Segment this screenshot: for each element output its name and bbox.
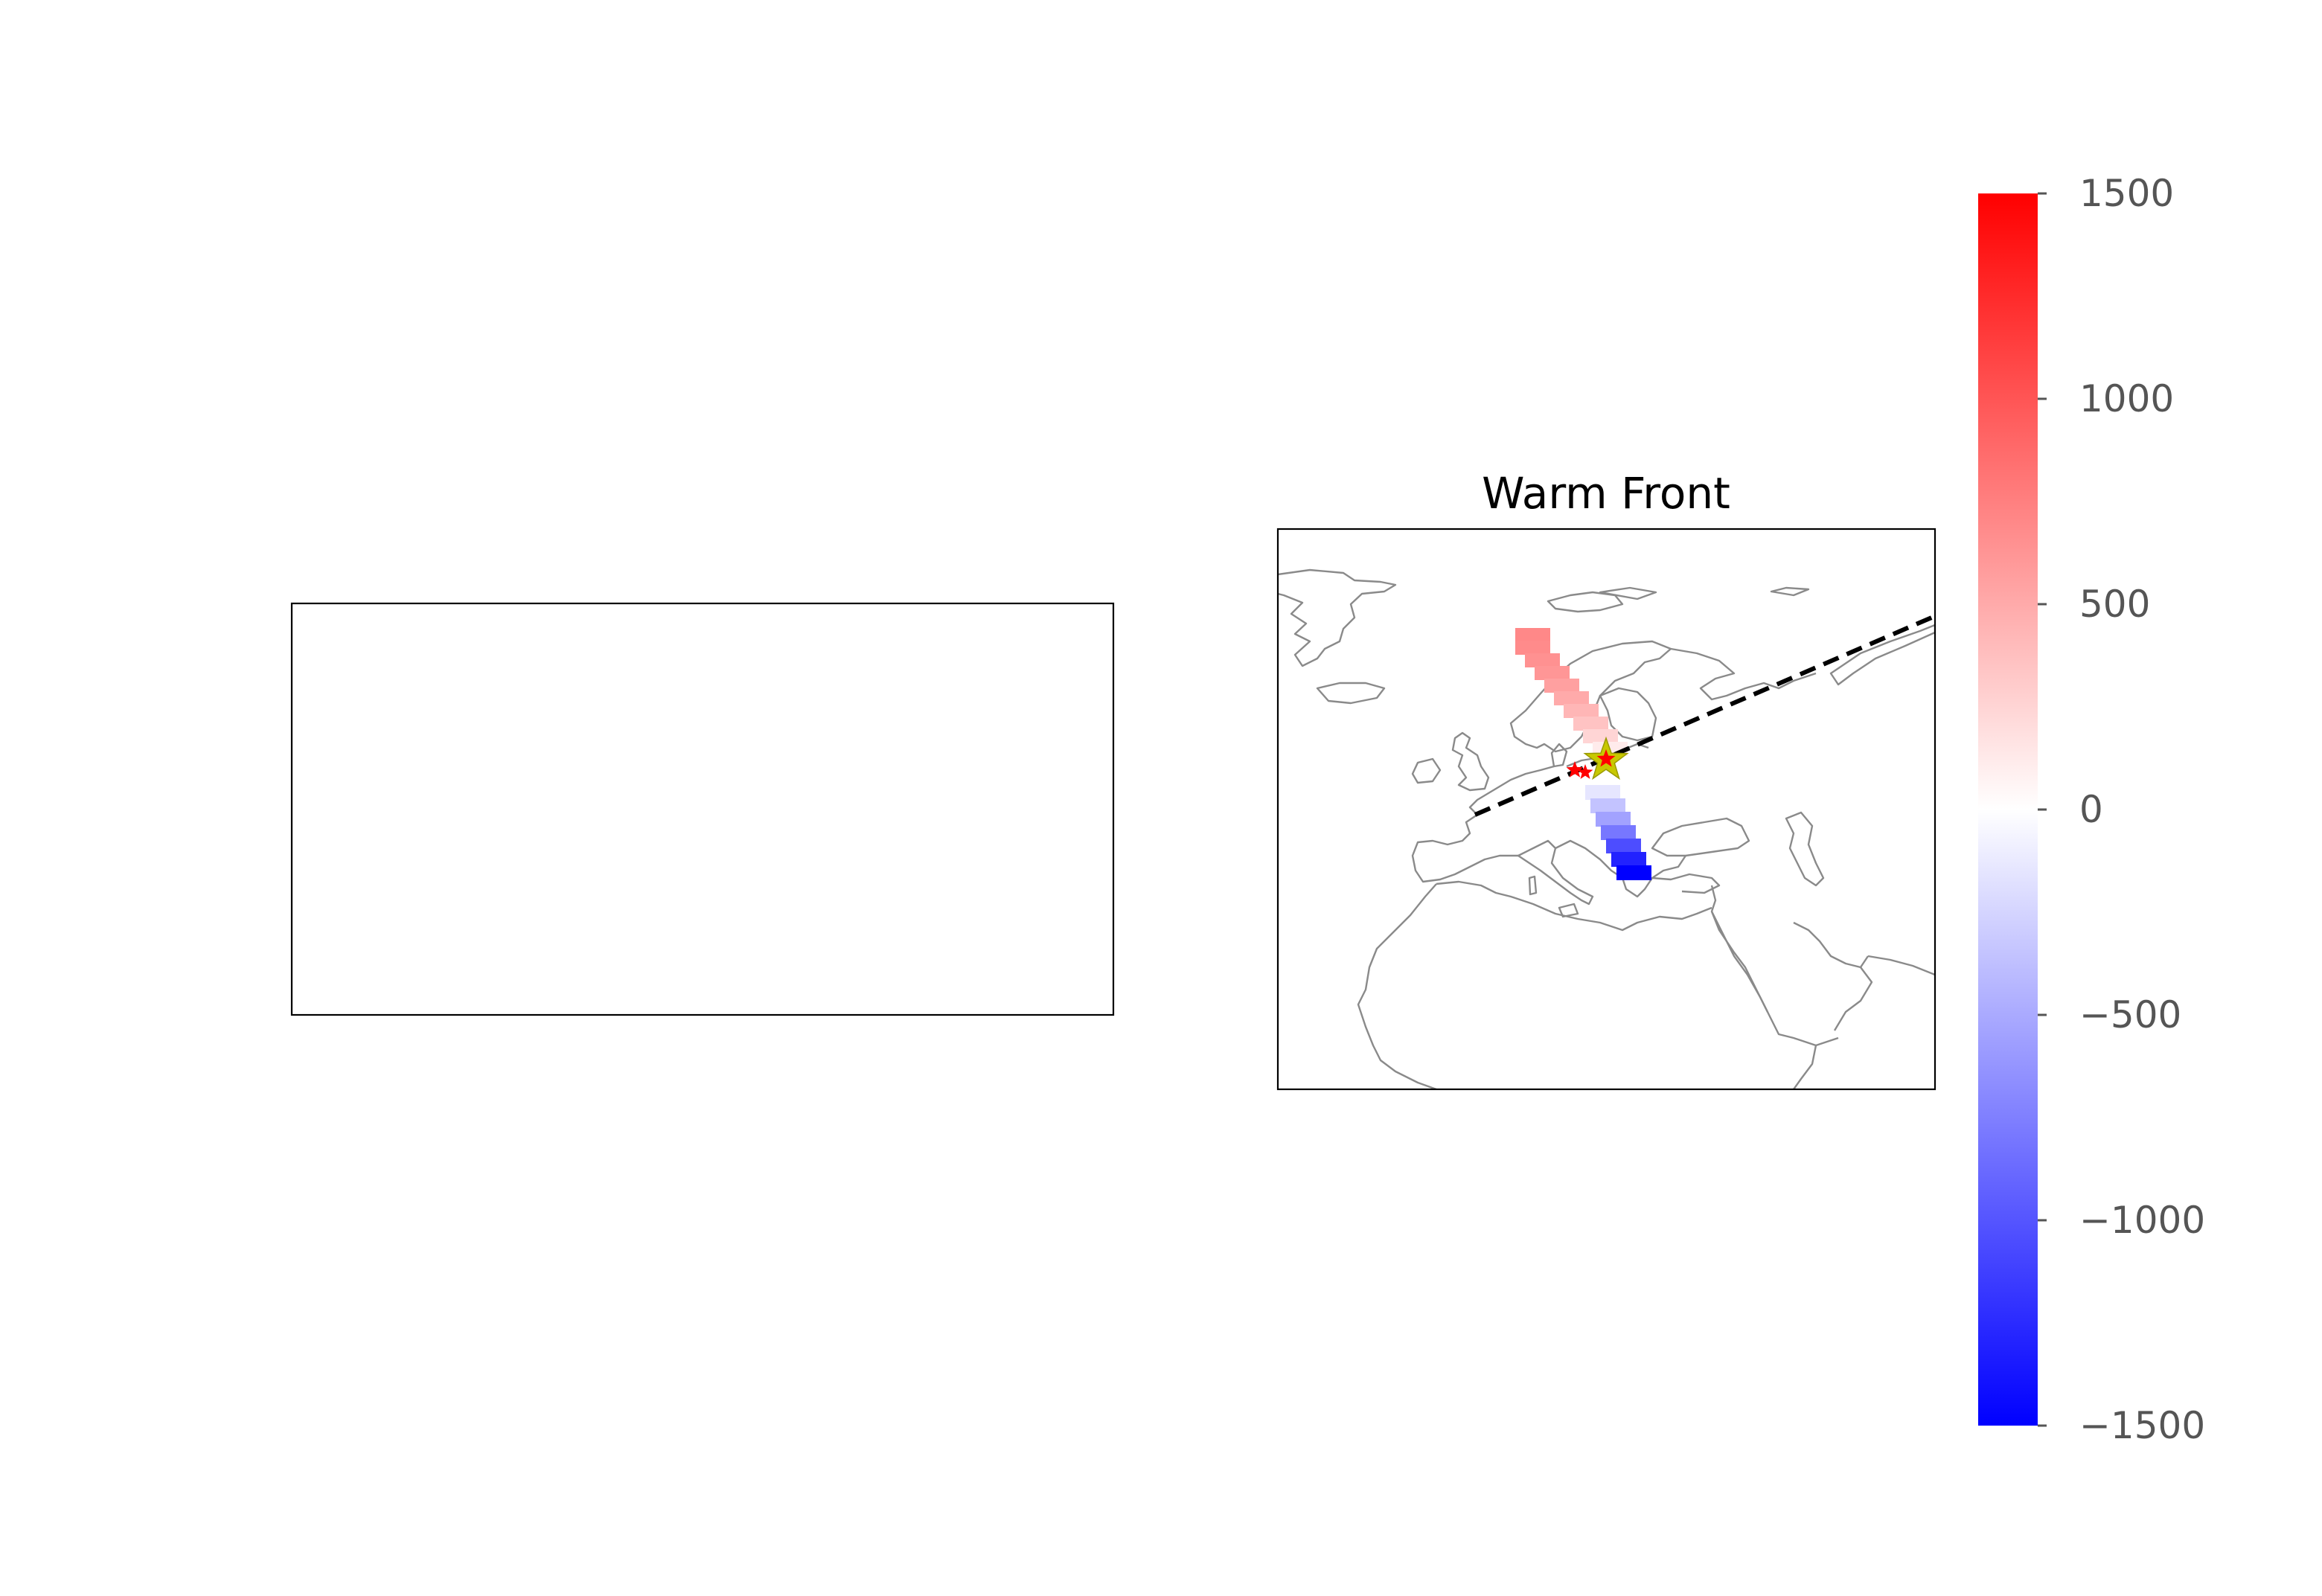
colorbar-tick-label: 1500 <box>2079 172 2174 215</box>
small-star-marker <box>1577 764 1593 779</box>
coastline-north-africa <box>1357 883 1437 1089</box>
heatmap-cell <box>1569 691 1589 705</box>
right-map-title: Warm Front <box>1482 468 1730 519</box>
star-markers <box>1566 736 1629 781</box>
coastline-finland <box>1599 687 1657 742</box>
heatmap-cell <box>1588 717 1608 731</box>
coastline-iceland <box>1316 682 1386 705</box>
coastline-mediterranean-africa <box>1436 880 1712 932</box>
heatmap-cell <box>1598 729 1618 743</box>
colorbar-tick-label: 0 <box>2079 788 2103 831</box>
warm-front-line <box>1474 614 1936 817</box>
left-map-frame <box>290 602 1115 1016</box>
coastline-western-europe <box>1411 765 1555 883</box>
colorbar-ticks: 1500 1000 500 0 −500 −1000 −1500 <box>2038 172 2205 1447</box>
colorbar-tick-label: −500 <box>2079 993 2181 1036</box>
heatmap-cell <box>1605 798 1625 813</box>
coastline-iran <box>1867 955 1935 976</box>
coastline-great-britain <box>1451 731 1490 792</box>
coastline-denmark <box>1550 743 1568 768</box>
coastline-greenland <box>1278 568 1397 667</box>
coastline-franz-josef <box>1770 586 1810 597</box>
coastline-east-africa <box>1793 1045 1817 1089</box>
heatmap-cell <box>1631 865 1651 880</box>
coastline-svalbard <box>1547 591 1624 613</box>
coastline-black-sea <box>1651 817 1750 857</box>
heatmap-cells-south <box>1585 785 1651 880</box>
small-star-marker <box>1566 761 1584 778</box>
coastline-balkans <box>1555 839 1686 898</box>
coastline-arctic-island <box>1599 586 1657 600</box>
coastline-middle-east <box>1710 885 1839 1047</box>
heatmap-cell <box>1600 785 1620 800</box>
coastline-sardinia <box>1528 875 1538 896</box>
coastline-kola <box>1670 647 1817 701</box>
colorbar-gradient <box>1978 193 2038 1426</box>
heatmap-cell <box>1549 666 1570 680</box>
colorbar-tick-label: 1000 <box>2079 377 2174 420</box>
heatmap-cell <box>1530 641 1550 655</box>
heatmap-cell <box>1611 812 1631 827</box>
colorbar-tick-label: −1000 <box>2079 1199 2205 1242</box>
heatmap-cell <box>1540 653 1560 667</box>
heatmap-cell <box>1626 852 1646 867</box>
colorbar-tick-label: −1500 <box>2079 1404 2205 1447</box>
heatmap-cell <box>1530 628 1550 642</box>
coastline-sicily <box>1558 903 1579 918</box>
right-map-frame <box>1276 528 1936 1091</box>
coastlines <box>1278 568 1935 1089</box>
coastline-red-sea <box>1710 911 1769 1013</box>
coastline-ireland <box>1411 757 1442 784</box>
small-star-marker <box>1596 749 1616 767</box>
heatmap-cell <box>1579 704 1599 718</box>
coastline-arabia <box>1833 967 1873 1031</box>
heatmap-cell <box>1559 679 1579 693</box>
coastline-novaya-zemlya <box>1829 624 1935 686</box>
coastline-turkey <box>1651 873 1721 894</box>
right-map <box>1276 528 1936 1091</box>
coastline-caspian <box>1785 811 1825 887</box>
heatmap-cell <box>1616 825 1636 840</box>
heatmap-cells-north <box>1515 628 1628 756</box>
colorbar-tick-label: 500 <box>2079 583 2150 626</box>
colorbar: 1500 1000 500 0 −500 −1000 −1500 <box>1978 172 2205 1447</box>
heatmap-cell <box>1621 839 1641 853</box>
coastline-italy <box>1517 839 1594 906</box>
